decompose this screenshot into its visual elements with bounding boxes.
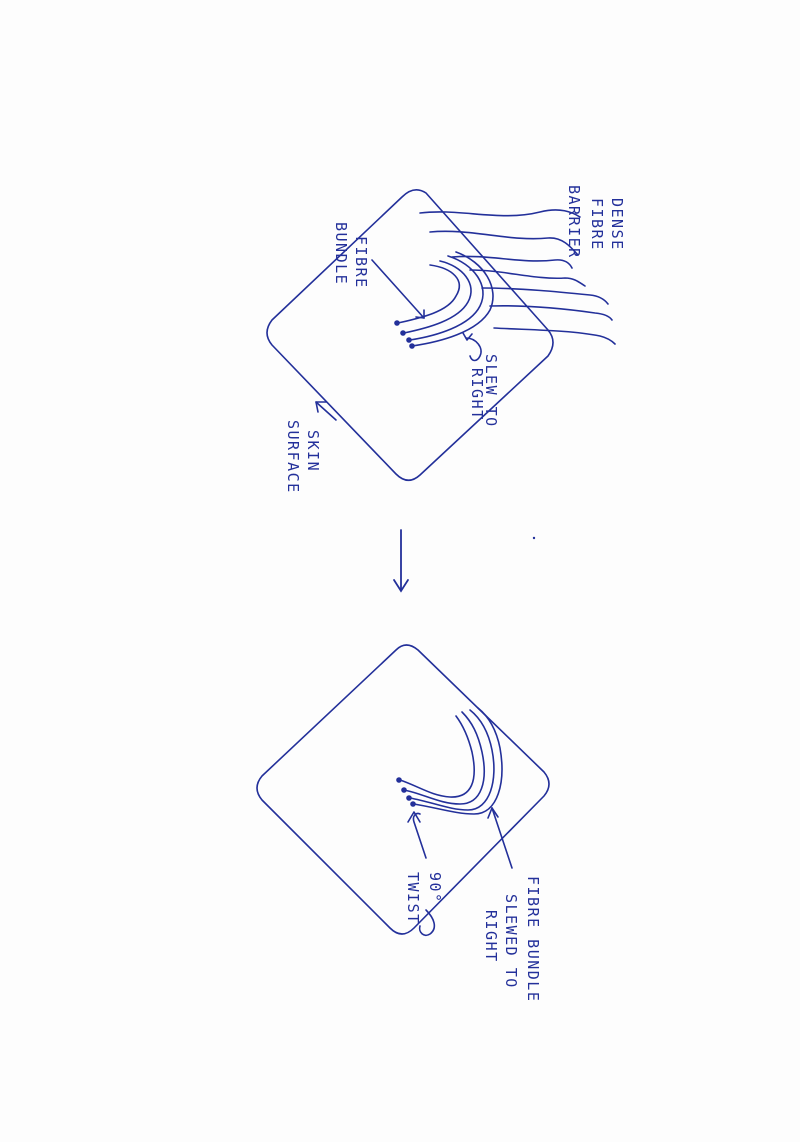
fibre-bundle-ends bbox=[394, 320, 415, 349]
fibre-bundle-pointer bbox=[371, 259, 425, 319]
label-fibre-bundle: FIBRE BUNDLE bbox=[332, 222, 370, 289]
transition-arrow bbox=[393, 529, 409, 593]
label-twist: 90° TWIST bbox=[404, 872, 444, 925]
top-diagram bbox=[266, 189, 616, 482]
label-fibre: FIBRE bbox=[588, 198, 606, 251]
label-slewed-to: SLEWED TO bbox=[502, 894, 520, 989]
label-fibre-bundle-line2: BUNDLE bbox=[332, 222, 350, 285]
label-dense: DENSE bbox=[608, 198, 626, 251]
slewed-fibre-curves bbox=[399, 707, 503, 815]
label-right: RIGHT bbox=[468, 368, 486, 421]
skin-surface-pointer bbox=[315, 401, 337, 421]
label-fibre-bundle-line1: FIBRE bbox=[352, 236, 370, 289]
label-skin: SKIN bbox=[304, 430, 322, 472]
label-90-degree: 90° bbox=[426, 872, 444, 904]
label-fibre-bundle-2: FIBRE BUNDLE bbox=[524, 876, 542, 1002]
label-barrier: BARRIER bbox=[565, 185, 583, 259]
slew-arrow bbox=[462, 332, 482, 362]
label-fibre-bundle-slewed: FIBRE BUNDLE SLEWED TO RIGHT bbox=[482, 876, 542, 1002]
label-twist-word: TWIST bbox=[404, 872, 422, 925]
slewed-bundle-pointer bbox=[487, 807, 513, 869]
bottom-diagram bbox=[256, 644, 550, 937]
label-right-2: RIGHT bbox=[482, 910, 500, 963]
label-skin-surface: SKIN SURFACE bbox=[284, 420, 322, 494]
slewed-fibre-ends bbox=[396, 777, 416, 807]
label-dense-fibre-barrier: DENSE FIBRE BARRIER bbox=[565, 185, 626, 259]
label-slew-to-right: SLEW TO RIGHT bbox=[468, 354, 500, 428]
skin-surface-outline bbox=[266, 189, 554, 482]
skin-surface-outline-2 bbox=[256, 644, 550, 935]
twist-pointer bbox=[407, 811, 436, 937]
label-surface: SURFACE bbox=[284, 420, 302, 494]
dense-fibre-strands bbox=[419, 209, 616, 345]
label-slew-to: SLEW TO bbox=[482, 354, 500, 428]
stray-dot bbox=[532, 536, 536, 540]
fibre-bundle-curves bbox=[397, 251, 494, 347]
